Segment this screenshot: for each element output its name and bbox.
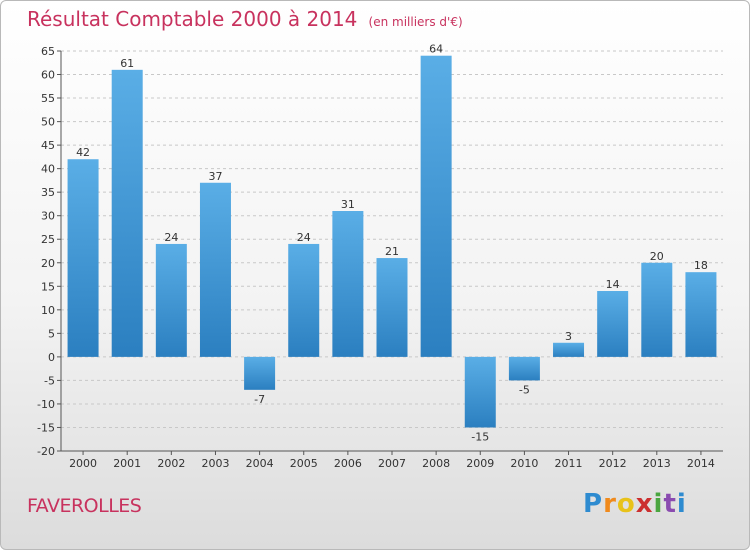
x-tick-label: 2009 [466, 457, 494, 470]
bar-value-label: 31 [341, 198, 355, 211]
x-tick-label: 2002 [157, 457, 185, 470]
bar-value-label: -5 [519, 383, 530, 396]
bar [553, 342, 585, 357]
y-tick-label: 55 [41, 92, 55, 105]
logo-letter: i [653, 489, 664, 519]
y-tick-label: 5 [48, 327, 55, 340]
x-tick-label: 2006 [334, 457, 362, 470]
title-subtitle: (en milliers d'€) [368, 15, 463, 29]
bar [597, 291, 629, 357]
bar-value-label: -15 [471, 430, 489, 443]
proxiti-logo: Proxiti [583, 489, 687, 519]
bar [199, 182, 231, 357]
bar-value-label: 37 [208, 170, 222, 183]
title-main: Résultat Comptable 2000 à 2014 [27, 7, 358, 31]
bar-value-label: 18 [694, 259, 708, 272]
bar [420, 55, 452, 357]
x-tick-label: 2012 [599, 457, 627, 470]
x-tick-label: 2001 [113, 457, 141, 470]
bar [685, 272, 717, 357]
bar-value-label: -7 [254, 393, 265, 406]
bar [288, 243, 320, 357]
bar-value-label: 24 [297, 231, 311, 244]
bar [244, 356, 276, 390]
bar [111, 69, 143, 357]
x-tick-label: 2007 [378, 457, 406, 470]
y-tick-label: 30 [41, 210, 55, 223]
y-tick-label: 0 [48, 351, 55, 364]
bar [508, 356, 540, 381]
x-tick-label: 2014 [687, 457, 715, 470]
commune-name: FAVEROLLES [27, 495, 142, 517]
bar [332, 211, 364, 357]
logo-letter: i [676, 489, 687, 519]
bar [155, 243, 187, 357]
logo-letter: t [663, 489, 677, 519]
x-tick-label: 2000 [69, 457, 97, 470]
chart-title: Résultat Comptable 2000 à 2014 (en milli… [27, 7, 463, 31]
bar-value-label: 64 [429, 43, 443, 56]
logo-letter: P [583, 489, 604, 519]
bar-value-label: 14 [606, 278, 620, 291]
bar-value-label: 61 [120, 57, 134, 70]
y-tick-label: 35 [41, 186, 55, 199]
logo-letter: o [616, 489, 636, 519]
y-tick-label: 40 [41, 163, 55, 176]
logo-letter: x [635, 489, 654, 519]
bar-value-label: 20 [650, 250, 664, 263]
y-tick-label: 15 [41, 280, 55, 293]
y-tick-label: 20 [41, 257, 55, 270]
y-tick-label: 50 [41, 116, 55, 129]
bar-value-label: 24 [164, 231, 178, 244]
y-tick-label: 45 [41, 139, 55, 152]
x-tick-label: 2008 [422, 457, 450, 470]
y-tick-label: -15 [37, 421, 55, 434]
x-tick-label: 2003 [201, 457, 229, 470]
x-tick-label: 2013 [643, 457, 671, 470]
bar [376, 258, 408, 357]
x-tick-label: 2004 [246, 457, 274, 470]
x-tick-label: 2011 [555, 457, 583, 470]
y-tick-label: -20 [37, 445, 55, 458]
bar [641, 262, 673, 357]
y-tick-label: -10 [37, 398, 55, 411]
bar-value-label: 21 [385, 245, 399, 258]
y-tick-label: 65 [41, 45, 55, 58]
y-tick-label: 10 [41, 304, 55, 317]
x-tick-label: 2005 [290, 457, 318, 470]
bar [67, 159, 99, 357]
bar [464, 356, 496, 428]
y-tick-label: 60 [41, 69, 55, 82]
bar-value-label: 42 [76, 146, 90, 159]
y-tick-label: -5 [44, 374, 55, 387]
logo-letter: r [603, 489, 617, 519]
bar-value-label: 3 [565, 330, 572, 343]
y-tick-label: 25 [41, 233, 55, 246]
x-tick-label: 2010 [510, 457, 538, 470]
